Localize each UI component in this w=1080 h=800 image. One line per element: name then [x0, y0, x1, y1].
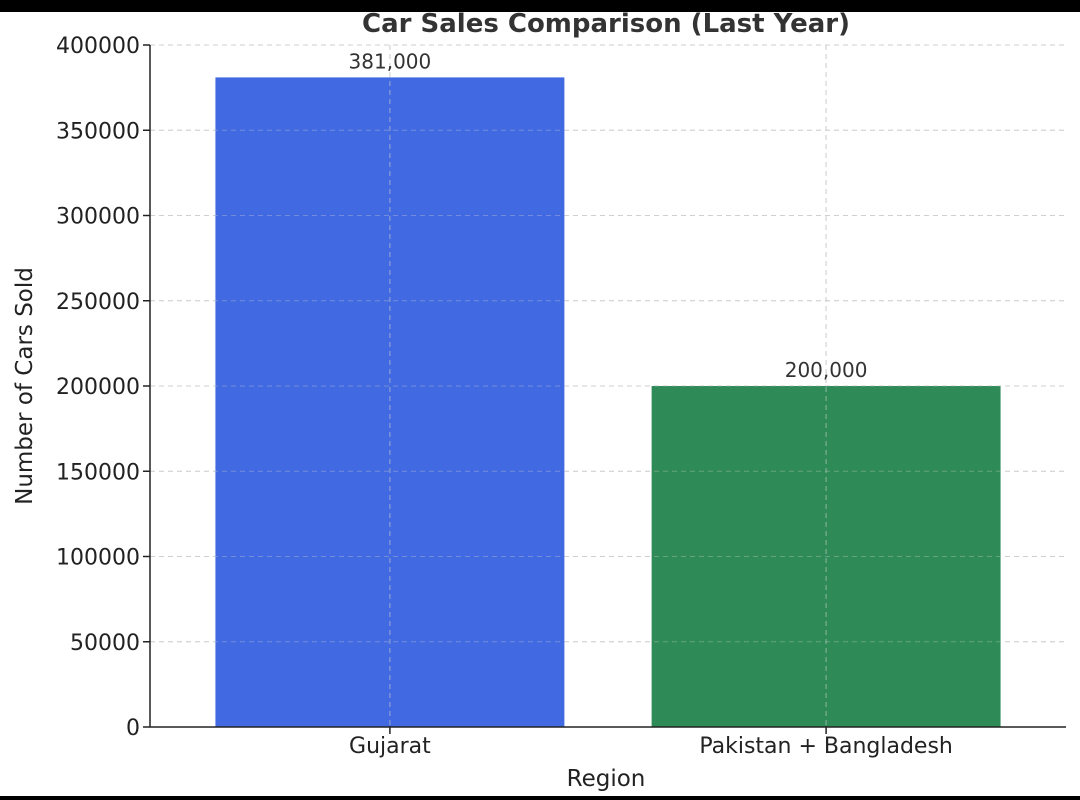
bar-chart: 0 50000 100000 150000 200000 250000 300000 3500…	[12, 12, 1066, 792]
bars-layer	[150, 44, 1066, 728]
x-tick-label: Gujarat	[349, 734, 431, 759]
bar-data-label: 200,000	[785, 358, 868, 382]
x-tick-label: Pakistan + Bangladesh	[699, 734, 953, 759]
y-tick-label: 400000	[56, 34, 140, 59]
chart-canvas: 0 50000 100000 150000 200000 250000 300000 3500…	[0, 12, 1080, 796]
y-tick-label: 0	[126, 716, 140, 741]
y-tick-label: 350000	[56, 119, 140, 144]
labels-layer: 0 50000 100000 150000 200000 250000 300000 3500…	[56, 34, 953, 759]
bar-gujarat	[215, 77, 565, 727]
y-tick-label: 50000	[70, 631, 140, 656]
axes-layer	[143, 44, 1066, 734]
y-tick-label: 200000	[56, 375, 140, 400]
y-tick-label: 100000	[56, 546, 140, 571]
y-tick-label: 150000	[56, 460, 140, 485]
y-axis-title: Number of Cars Sold	[12, 267, 38, 505]
y-tick-label: 250000	[56, 290, 140, 315]
chart-title: Car Sales Comparison (Last Year)	[362, 12, 850, 39]
x-axis-title: Region	[567, 766, 646, 792]
bar-data-label: 381,000	[349, 49, 432, 73]
y-tick-label: 300000	[56, 205, 140, 230]
